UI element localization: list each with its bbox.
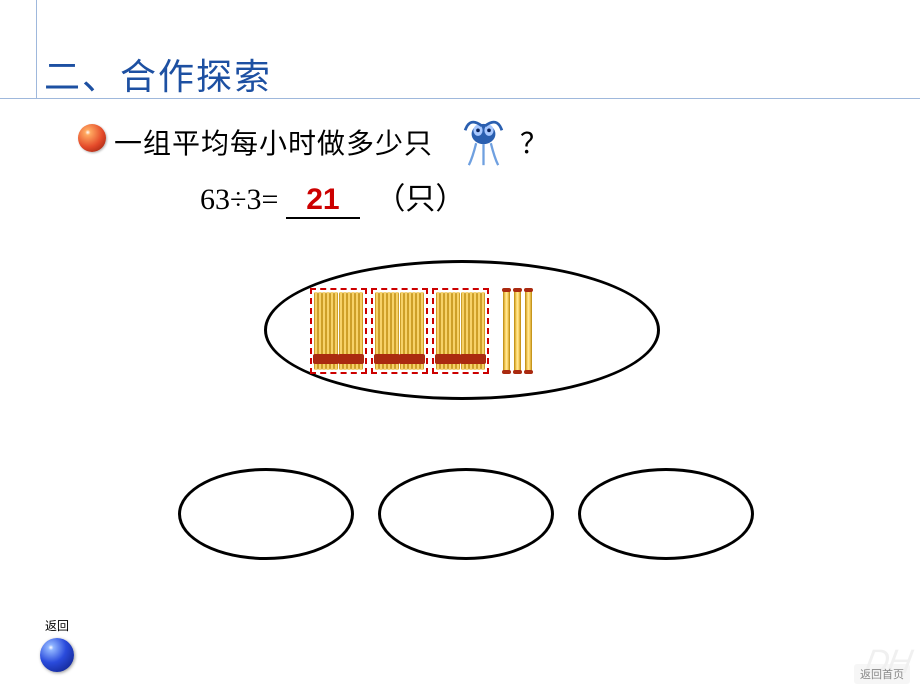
sticks-group (310, 288, 532, 374)
single-stick (514, 288, 521, 374)
bundle-tie (435, 354, 461, 364)
bundle-tie (313, 354, 339, 364)
home-link[interactable]: 返回首页 (854, 664, 910, 684)
small-ellipse (578, 468, 754, 560)
answer-underline (286, 217, 360, 219)
section-title: 二、合作探索 (44, 48, 884, 100)
bundle (400, 292, 424, 370)
single-stick (525, 288, 532, 374)
bundle (375, 292, 399, 370)
bundle-tie (460, 354, 486, 364)
equation-left: 63÷3= (200, 183, 278, 217)
single-stick (503, 288, 510, 374)
question-mark: ？ (520, 122, 548, 162)
bundle-frame (371, 288, 428, 374)
back-ball-icon (40, 638, 74, 672)
small-ellipse (178, 468, 354, 560)
equation-unit: （只） (375, 174, 465, 218)
small-ellipse (378, 468, 554, 560)
title-area: 二、合作探索 (44, 48, 884, 100)
bundle-tie (338, 354, 364, 364)
bundle-tie (374, 354, 400, 364)
question-text: 一组平均每小时做多少只 (114, 122, 433, 162)
bundle-tie (399, 354, 425, 364)
answer-slot: 21 (286, 183, 360, 217)
kite-icon (456, 112, 511, 167)
bundle-frame (432, 288, 489, 374)
bundle (436, 292, 460, 370)
bullet-ball-icon (78, 124, 106, 152)
back-button[interactable]: 返回 (40, 617, 74, 672)
bundle (339, 292, 363, 370)
title-vline (36, 0, 37, 98)
bundle-frame (310, 288, 367, 374)
slide: 二、合作探索 一组平均每小时做多少只 ？ 63÷3= 21 （只） (0, 0, 920, 690)
bundle (461, 292, 485, 370)
bundle (314, 292, 338, 370)
back-label: 返回 (40, 617, 74, 634)
answer-value: 21 (306, 183, 339, 216)
equation: 63÷3= 21 （只） (200, 174, 465, 218)
